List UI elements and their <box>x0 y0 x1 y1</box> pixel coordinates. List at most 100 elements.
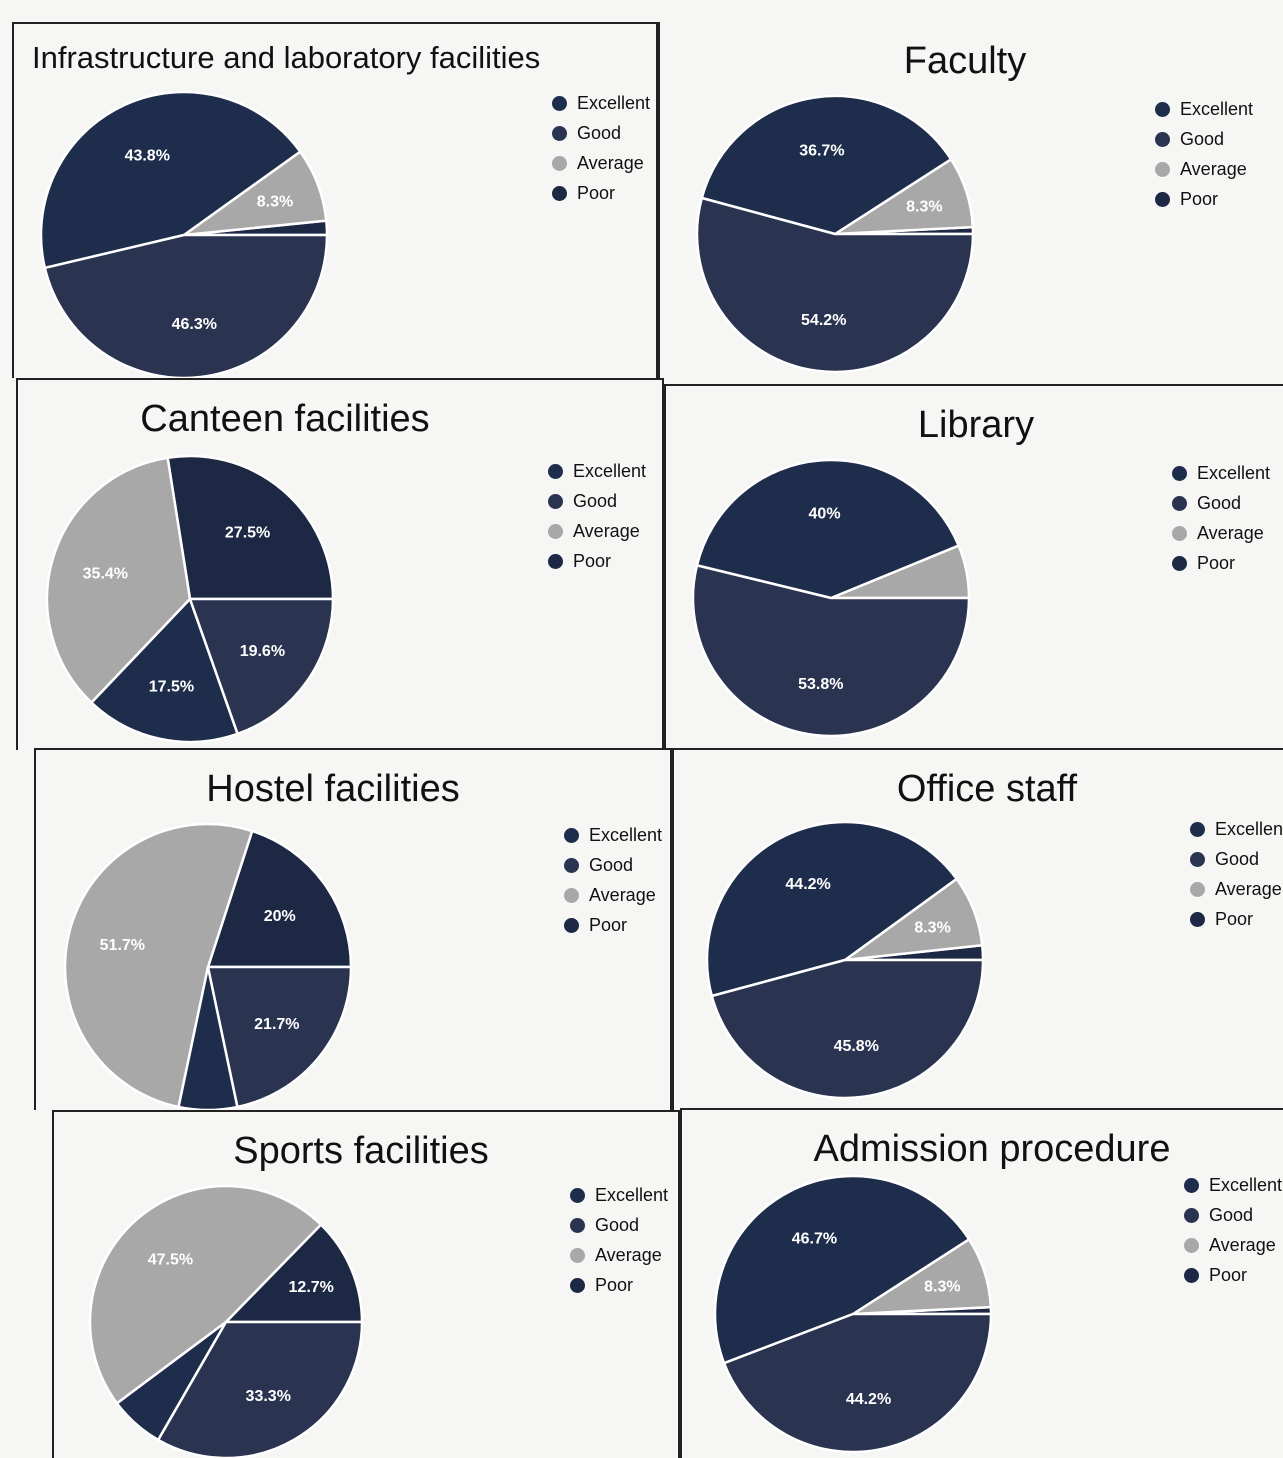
pie-slice-poor <box>206 829 353 969</box>
legend-item-poor: Poor <box>1184 1260 1282 1290</box>
slice-label-good: 53.8% <box>798 676 843 693</box>
pie-slice-good <box>722 1312 993 1454</box>
legend-swatch-excellent <box>570 1187 585 1203</box>
chart-panel-faculty: Faculty 8.3% 36.7% 54.2% Excellent Good Av… <box>658 22 1283 378</box>
legend-item-good: Good <box>564 850 662 880</box>
pie-chart: 8.3% 46.7% 44.2% <box>713 1174 993 1454</box>
legend-label: Good <box>577 122 622 143</box>
pie-slice-average <box>88 1184 323 1405</box>
slice-label-excellent: 46.7% <box>792 1231 837 1248</box>
legend-swatch-average <box>548 523 563 539</box>
legend-label: Excellent <box>1215 818 1283 839</box>
legend-label: Good <box>1197 492 1242 513</box>
legend-swatch-average <box>1190 881 1205 897</box>
slice-label-good: 54.2% <box>801 312 846 329</box>
legend-swatch-good <box>1172 495 1187 511</box>
slice-label-poor: 12.7% <box>289 1279 334 1296</box>
legend-swatch-poor <box>1190 911 1205 927</box>
legend-label: Excellent <box>1209 1174 1283 1195</box>
pie-chart: 12.7% 47.5% 33.3% <box>88 1184 364 1458</box>
pie-slice-average <box>45 456 192 704</box>
pie-slice-poor <box>224 1223 364 1324</box>
slice-label-excellent: 44.2% <box>785 876 830 893</box>
pie-slice-poor <box>166 454 335 601</box>
chart-title: Canteen facilities <box>140 398 430 440</box>
legend-label: Average <box>1180 158 1247 179</box>
chart-panel-office-staff: Office staff 8.3% 44.2% 45.8% Excellent Go… <box>672 748 1283 1110</box>
legend-label: Average <box>1209 1234 1276 1255</box>
pie-slice-excellent <box>695 458 960 600</box>
legend-item-poor: Poor <box>548 546 646 576</box>
slice-label-good: 33.3% <box>246 1388 291 1405</box>
legend-swatch-good <box>1155 131 1170 147</box>
legend-swatch-poor <box>548 553 563 569</box>
legend: Excellent Good Average Poor <box>548 456 646 576</box>
chart-title: Sports facilities <box>233 1130 489 1172</box>
legend-label: Average <box>1197 522 1264 543</box>
chart-panel-library: Library 40% 53.8% Excellent Good Average … <box>664 384 1283 750</box>
pie-chart: 8.3% 44.2% 45.8% <box>705 820 985 1100</box>
legend: Excellent Good Average Poor <box>1184 1170 1282 1290</box>
slice-label-average: 8.3% <box>914 919 950 936</box>
legend-item-good: Good <box>552 118 650 148</box>
chart-title: Library <box>917 404 1035 446</box>
legend-label: Poor <box>589 914 628 935</box>
legend-swatch-excellent <box>1190 821 1205 837</box>
legend-item-average: Average <box>1190 874 1283 904</box>
legend-swatch-poor <box>570 1277 585 1293</box>
legend-label: Average <box>577 152 644 173</box>
slice-label-excellent: 43.8% <box>125 147 170 164</box>
pie-slice-good <box>188 597 335 736</box>
legend-item-good: Good <box>1172 488 1270 518</box>
pie-slice-good <box>695 196 975 374</box>
legend-label: Average <box>1215 878 1282 899</box>
legend-swatch-excellent <box>564 827 579 843</box>
slice-label-good: 46.3% <box>172 316 217 333</box>
chart-panel-sports: Sports facilities 12.7% 47.5% 33.3% Excell… <box>52 1110 680 1458</box>
legend-item-poor: Poor <box>1172 548 1270 578</box>
legend-item-good: Good <box>1155 124 1253 154</box>
legend-label: Excellent <box>1180 98 1254 119</box>
legend-item-excellent: Excellent <box>1172 458 1270 488</box>
pie-slice-good <box>691 564 971 738</box>
chart-title: Office staff <box>896 768 1078 810</box>
legend-label: Good <box>573 490 618 511</box>
legend-label: Average <box>573 520 640 541</box>
legend-swatch-average <box>1184 1237 1199 1253</box>
legend-item-good: Good <box>548 486 646 516</box>
legend-swatch-good <box>548 493 563 509</box>
slice-label-good: 45.8% <box>834 1038 879 1055</box>
legend-item-average: Average <box>570 1240 668 1270</box>
pie-slice-excellent <box>39 90 302 270</box>
slice-label-average: 8.3% <box>924 1278 960 1295</box>
legend-label: Poor <box>1197 552 1236 573</box>
legend-swatch-poor <box>552 185 567 201</box>
legend-swatch-average <box>564 887 579 903</box>
legend-swatch-average <box>570 1247 585 1263</box>
legend-item-excellent: Excellent <box>1155 94 1253 124</box>
legend-swatch-good <box>570 1217 585 1233</box>
legend-label: Poor <box>595 1274 634 1295</box>
legend-label: Good <box>1215 848 1260 869</box>
legend-item-excellent: Excellent <box>1184 1170 1282 1200</box>
legend-item-average: Average <box>1172 518 1270 548</box>
legend-item-good: Good <box>1184 1200 1282 1230</box>
slice-label-average: 51.7% <box>100 937 145 954</box>
pie-chart: 40% 53.8% <box>691 458 971 738</box>
slice-label-average: 47.5% <box>148 1252 193 1269</box>
legend: Excellent Good Average Poor <box>570 1180 668 1300</box>
legend-swatch-poor <box>564 917 579 933</box>
legend-swatch-good <box>1190 851 1205 867</box>
legend: Excellent Good Average Poor <box>552 88 650 208</box>
legend-item-excellent: Excellent <box>552 88 650 118</box>
pie-slice-excellent <box>90 597 239 744</box>
legend-swatch-poor <box>1184 1267 1199 1283</box>
pie-slice-good <box>156 1320 364 1458</box>
legend-item-excellent: Excellent <box>570 1180 668 1210</box>
slice-label-excellent: 36.7% <box>799 142 844 159</box>
pie-slice-good <box>206 965 353 1109</box>
legend-item-average: Average <box>1155 154 1253 184</box>
legend-item-poor: Poor <box>1155 184 1253 214</box>
legend-swatch-good <box>564 857 579 873</box>
pie-slice-good <box>710 958 985 1100</box>
